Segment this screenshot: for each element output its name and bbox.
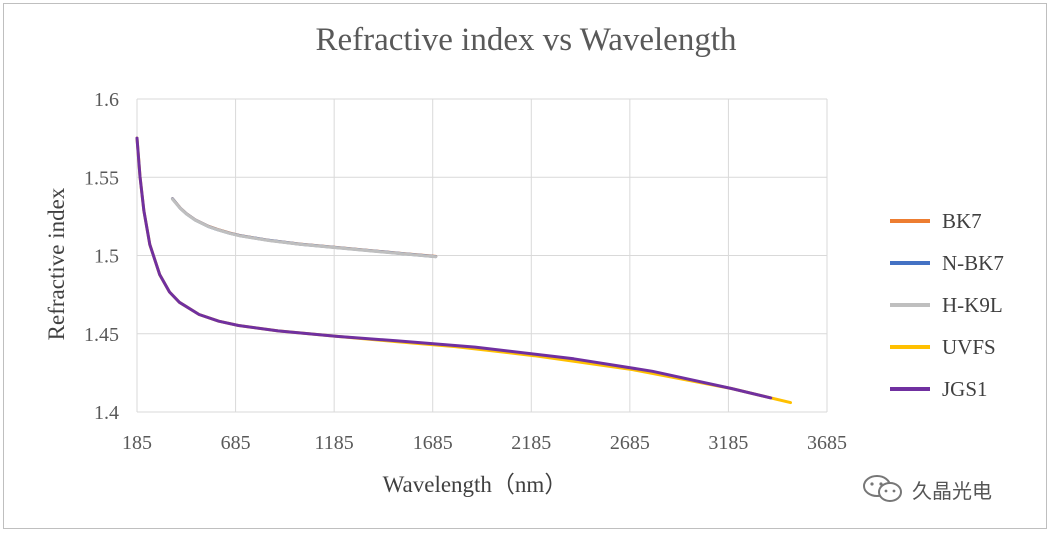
x-tick-label: 185: [122, 432, 152, 454]
legend-swatch: [890, 387, 930, 391]
legend-item-jgs1: JGS1: [890, 368, 1004, 410]
x-tick-labels: 185 685 1185 1685 2185 2685 3185 3685: [122, 432, 847, 454]
legend-item-uvfs: UVFS: [890, 326, 1004, 368]
x-axis-label: Wavelength（nm）: [382, 472, 568, 497]
series-line-uvfs: [135, 136, 792, 405]
legend-swatch: [890, 219, 930, 223]
chart-frame: [3, 3, 1047, 529]
legend-label: N-BK7: [942, 250, 1004, 275]
chart-title: Refractive index vs Wavelength: [315, 22, 737, 58]
wechat-icon: [863, 475, 902, 502]
x-tick-label: 2185: [511, 432, 551, 454]
series-line-jgs1: [135, 136, 773, 400]
series-lines: [135, 136, 792, 405]
legend-item-h-k9l: H-K9L: [890, 284, 1004, 326]
legend-item-n-bk7: N-BK7: [890, 242, 1004, 284]
watermark-text: 久晶光电: [912, 478, 992, 503]
legend: BK7 N-BK7 H-K9L UVFS JGS1: [890, 200, 1004, 410]
y-tick-label: 1.45: [84, 324, 119, 346]
y-tick-label: 1.4: [94, 402, 119, 424]
legend-label: JGS1: [942, 376, 988, 401]
x-tick-label: 2685: [610, 432, 650, 454]
legend-swatch: [890, 261, 930, 265]
legend-label: UVFS: [942, 334, 996, 359]
x-tick-label: 1185: [315, 432, 354, 454]
x-tick-label: 3185: [708, 432, 748, 454]
grid: [136, 98, 828, 413]
x-tick-label: 685: [221, 432, 251, 454]
legend-item-bk7: BK7: [890, 200, 1004, 242]
legend-swatch: [890, 303, 930, 307]
series-line-h-k9l: [171, 197, 438, 259]
watermark: 久晶光电: [862, 474, 992, 504]
x-tick-label: 3685: [807, 432, 847, 454]
y-tick-labels: 1.4 1.45 1.5 1.55 1.6: [84, 89, 119, 424]
legend-swatch: [890, 345, 930, 349]
y-tick-label: 1.55: [84, 167, 119, 189]
x-tick-label: 1685: [413, 432, 453, 454]
legend-label: BK7: [942, 208, 982, 233]
legend-label: H-K9L: [942, 292, 1003, 317]
y-tick-label: 1.6: [94, 89, 119, 111]
y-tick-label: 1.5: [94, 246, 119, 268]
